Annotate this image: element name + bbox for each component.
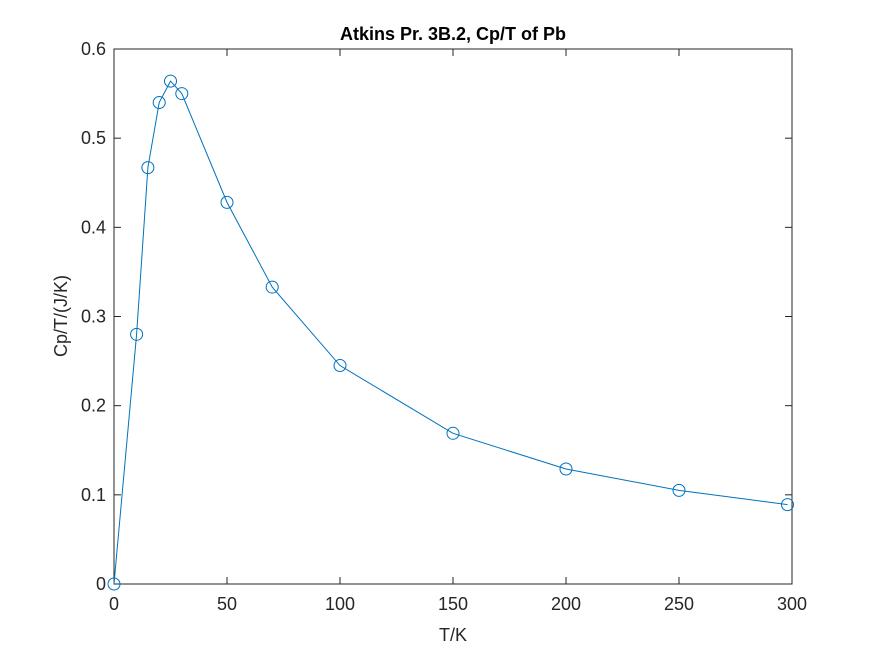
y-tick-label: 0.1 <box>81 485 106 505</box>
data-point-marker <box>446 426 460 440</box>
data-point-marker <box>265 280 279 294</box>
x-tick-label: 250 <box>664 594 694 614</box>
chart-title: Atkins Pr. 3B.2, Cp/T of Pb <box>340 24 566 44</box>
y-tick-label: 0.5 <box>81 128 106 148</box>
y-tick-label: 0.4 <box>81 217 106 237</box>
data-point-marker <box>559 462 573 476</box>
y-tick-label: 0.6 <box>81 39 106 59</box>
data-point-marker <box>130 327 144 341</box>
x-tick-label: 100 <box>325 594 355 614</box>
y-tick-label: 0.3 <box>81 307 106 327</box>
data-point-marker <box>672 483 686 497</box>
series-line <box>113 80 788 585</box>
x-axis-label: T/K <box>439 625 467 645</box>
y-axis-label: Cp/T/(J/K) <box>51 275 71 357</box>
data-point-marker <box>107 577 121 591</box>
data-point-marker <box>333 359 347 373</box>
y-tick-label: 0.2 <box>81 396 106 416</box>
x-tick-label: 200 <box>551 594 581 614</box>
y-tick-label: 0 <box>96 574 106 594</box>
axes-box <box>113 48 793 585</box>
x-tick-label: 150 <box>438 594 468 614</box>
data-point-marker <box>164 74 177 88</box>
data-point-marker <box>152 96 166 109</box>
data-point-marker <box>220 195 234 209</box>
data-point-marker <box>141 161 155 175</box>
data-point-marker <box>175 87 189 101</box>
x-tick-label: 300 <box>777 594 807 614</box>
x-tick-label: 0 <box>109 594 119 614</box>
plot-area: 0 50 100 150 200 250 300 0 0.1 0.2 0.3 0.4 0.5 0.6 <box>81 39 807 614</box>
data-point-marker <box>780 498 794 512</box>
x-tick-label: 50 <box>217 594 237 614</box>
